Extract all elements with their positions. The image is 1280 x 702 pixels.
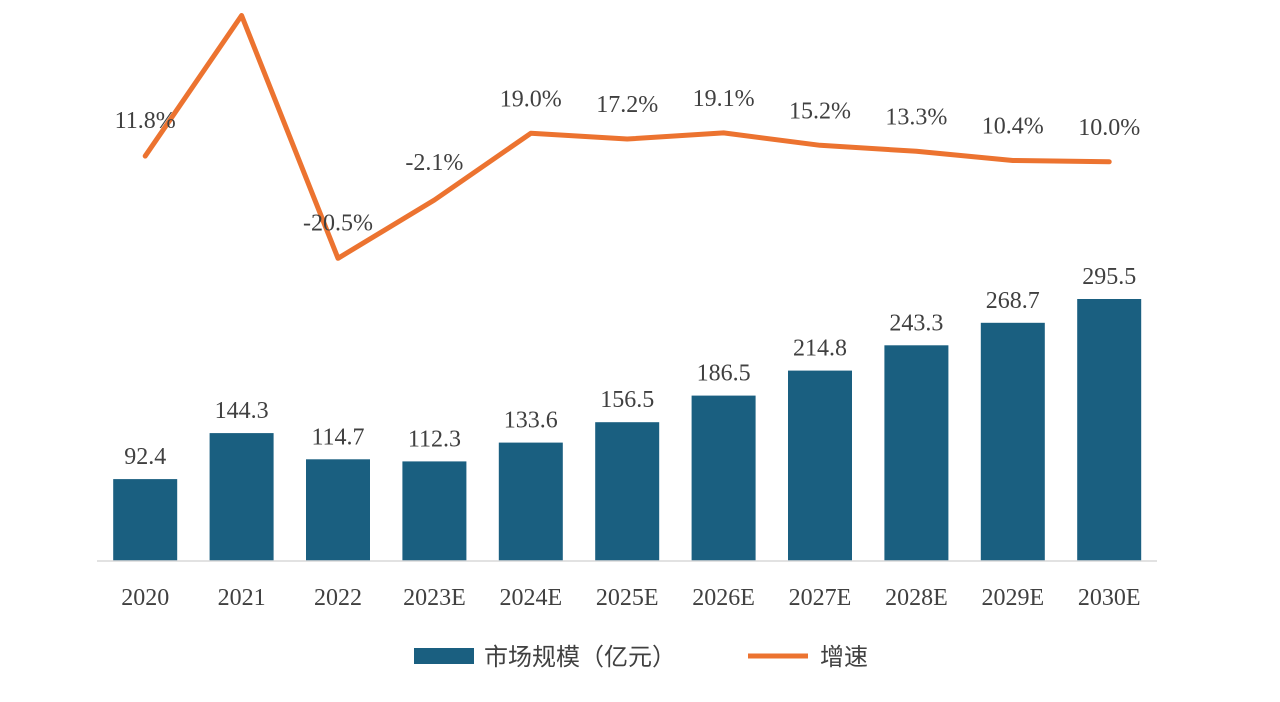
x-tick-label: 2028E <box>885 585 948 611</box>
bar-series <box>113 299 1142 561</box>
bar-value-label: 156.5 <box>600 387 654 413</box>
x-tick-label: 2020 <box>121 585 169 611</box>
line-value-label: 17.2% <box>596 92 658 118</box>
bar-value-label: 114.7 <box>311 424 364 450</box>
x-tick-label: 2024E <box>499 585 562 611</box>
bar <box>595 422 660 561</box>
bar-value-label: 186.5 <box>697 361 751 387</box>
bar <box>209 433 274 561</box>
x-tick-label: 2023E <box>403 585 466 611</box>
x-tick-label: 2029E <box>981 585 1044 611</box>
bar-value-label: 133.6 <box>504 408 558 434</box>
x-tick-label: 2027E <box>789 585 852 611</box>
x-tick-label: 2022 <box>314 585 362 611</box>
line-value-label: 19.1% <box>693 86 755 112</box>
line-value-label: 10.0% <box>1078 115 1140 141</box>
bar-value-label: 243.3 <box>889 310 943 336</box>
legend-label-line: 增速 <box>820 643 868 671</box>
line-value-labels: 11.8% 56.2% -20.5% -2.1% 19.0% 17.2% 19.1% 15.2… <box>115 0 1141 236</box>
bar <box>691 395 756 561</box>
bar-value-label: 268.7 <box>986 288 1040 314</box>
bar-value-label: 295.5 <box>1082 264 1136 290</box>
x-tick-label: 2030E <box>1078 585 1141 611</box>
line-value-label: 56.2% <box>211 0 273 6</box>
x-axis-tick-labels: 2020 2021 2022 2023E 2024E 2025E 2026E 2027E 202… <box>121 585 1140 611</box>
line-value-label: 13.3% <box>885 104 947 130</box>
x-tick-label: 2021 <box>218 585 266 611</box>
bar <box>306 459 370 561</box>
bar <box>113 479 178 561</box>
x-tick-label: 2026E <box>692 585 755 611</box>
line-series <box>142 13 1112 261</box>
line-value-label: -2.1% <box>405 150 463 176</box>
bar <box>788 370 852 561</box>
bar-value-label: 214.8 <box>793 336 847 362</box>
bar-value-labels: 92.4 144.3 114.7 112.3 133.6 156.5 186.5 214.8 2… <box>124 264 1136 470</box>
line-value-label: 11.8% <box>115 108 176 134</box>
bar <box>402 461 467 561</box>
legend-label-bar: 市场规模（亿元） <box>484 643 676 671</box>
bar-value-label: 144.3 <box>215 398 269 424</box>
bar-value-label: 92.4 <box>124 444 166 470</box>
legend-swatch-bar <box>414 648 474 664</box>
growth-line <box>142 13 1112 261</box>
line-value-label: 10.4% <box>982 114 1044 140</box>
line-value-label: -20.5% <box>303 210 373 236</box>
line-value-label: 15.2% <box>789 98 851 124</box>
x-tick-label: 2025E <box>596 585 659 611</box>
bar <box>980 322 1045 561</box>
bar <box>1077 299 1142 561</box>
bar <box>884 345 949 561</box>
bar <box>498 442 563 561</box>
bar-value-label: 112.3 <box>408 426 461 452</box>
legend: 市场规模（亿元） 增速 <box>414 643 868 671</box>
line-value-label: 19.0% <box>500 86 562 112</box>
